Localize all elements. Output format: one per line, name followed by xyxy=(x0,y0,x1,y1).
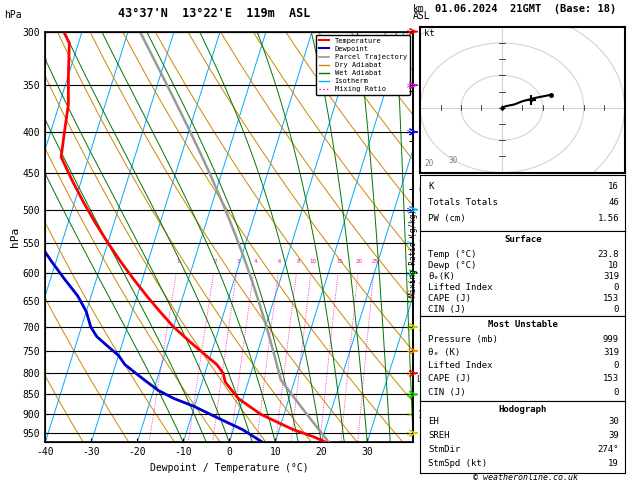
Text: PW (cm): PW (cm) xyxy=(428,214,466,224)
Text: Mixing Ratio (g/kg): Mixing Ratio (g/kg) xyxy=(409,209,418,296)
Text: Most Unstable: Most Unstable xyxy=(487,320,558,329)
Text: 0: 0 xyxy=(614,283,619,292)
Text: Temp (°C): Temp (°C) xyxy=(428,250,477,259)
Text: © weatheronline.co.uk: © weatheronline.co.uk xyxy=(473,473,577,482)
Text: >: > xyxy=(406,348,411,354)
Text: StmDir: StmDir xyxy=(428,445,460,454)
Text: 20: 20 xyxy=(425,159,433,168)
Text: 0: 0 xyxy=(0,4,6,14)
Text: hPa: hPa xyxy=(4,10,22,20)
Text: kt: kt xyxy=(425,30,435,38)
Text: 0: 0 xyxy=(614,361,619,370)
Text: 6: 6 xyxy=(278,259,282,264)
Text: >: > xyxy=(406,411,411,417)
Text: >: > xyxy=(406,82,411,88)
Text: 25: 25 xyxy=(371,259,379,264)
Text: 4: 4 xyxy=(253,259,257,264)
Text: StmSpd (kt): StmSpd (kt) xyxy=(428,459,487,468)
Text: 3: 3 xyxy=(237,259,240,264)
Text: θₑ (K): θₑ (K) xyxy=(428,348,460,357)
Text: >: > xyxy=(406,129,411,135)
Text: 274°: 274° xyxy=(598,445,619,454)
Text: Totals Totals: Totals Totals xyxy=(428,198,498,207)
Text: 319: 319 xyxy=(603,272,619,281)
Text: 10: 10 xyxy=(309,259,316,264)
Text: 30: 30 xyxy=(449,156,458,165)
Text: CIN (J): CIN (J) xyxy=(428,388,466,397)
Text: 30: 30 xyxy=(608,417,619,426)
Y-axis label: km
ASL: km ASL xyxy=(435,226,452,248)
Text: 1.56: 1.56 xyxy=(598,214,619,224)
Text: >: > xyxy=(406,270,411,276)
Text: >: > xyxy=(406,370,411,376)
Text: Lifted Index: Lifted Index xyxy=(428,361,493,370)
Text: SREH: SREH xyxy=(428,431,450,440)
Text: CAPE (J): CAPE (J) xyxy=(428,294,471,303)
Text: 39: 39 xyxy=(608,431,619,440)
Text: 153: 153 xyxy=(603,374,619,383)
Text: km: km xyxy=(413,4,425,14)
Text: Surface: Surface xyxy=(504,235,542,244)
Text: 1: 1 xyxy=(177,259,180,264)
Text: K: K xyxy=(428,182,434,191)
Text: Lifted Index: Lifted Index xyxy=(428,283,493,292)
Text: >: > xyxy=(406,430,411,436)
Text: 0: 0 xyxy=(614,305,619,314)
Text: >: > xyxy=(406,391,411,398)
Text: ASL: ASL xyxy=(413,11,430,21)
Text: 15: 15 xyxy=(336,259,343,264)
Text: 16: 16 xyxy=(608,182,619,191)
Text: 153: 153 xyxy=(603,294,619,303)
Text: 2: 2 xyxy=(214,259,217,264)
Text: CIN (J): CIN (J) xyxy=(428,305,466,314)
Text: >: > xyxy=(406,29,411,35)
Text: >: > xyxy=(406,240,411,246)
Text: >: > xyxy=(406,298,411,304)
Text: 01.06.2024  21GMT  (Base: 18): 01.06.2024 21GMT (Base: 18) xyxy=(435,4,616,14)
Text: EH: EH xyxy=(428,417,439,426)
Text: θₑ(K): θₑ(K) xyxy=(428,272,455,281)
X-axis label: Dewpoint / Temperature (°C): Dewpoint / Temperature (°C) xyxy=(150,463,309,473)
Text: 46: 46 xyxy=(608,198,619,207)
Text: Hodograph: Hodograph xyxy=(499,404,547,414)
Text: 8: 8 xyxy=(296,259,300,264)
Text: 23.8: 23.8 xyxy=(598,250,619,259)
Text: 20: 20 xyxy=(356,259,363,264)
Text: 43°37'N  13°22'E  119m  ASL: 43°37'N 13°22'E 119m ASL xyxy=(118,7,310,20)
Text: 999: 999 xyxy=(603,334,619,344)
Text: >: > xyxy=(406,207,411,212)
Y-axis label: hPa: hPa xyxy=(10,227,20,247)
Text: LCL: LCL xyxy=(416,375,431,384)
Text: 10: 10 xyxy=(608,260,619,270)
Text: 319: 319 xyxy=(603,348,619,357)
Text: >: > xyxy=(406,324,411,330)
Text: 19: 19 xyxy=(608,459,619,468)
Text: Dewp (°C): Dewp (°C) xyxy=(428,260,477,270)
Text: Pressure (mb): Pressure (mb) xyxy=(428,334,498,344)
Text: CAPE (J): CAPE (J) xyxy=(428,374,471,383)
Legend: Temperature, Dewpoint, Parcel Trajectory, Dry Adiabat, Wet Adiabat, Isotherm, Mi: Temperature, Dewpoint, Parcel Trajectory… xyxy=(316,35,409,95)
Text: 0: 0 xyxy=(614,388,619,397)
